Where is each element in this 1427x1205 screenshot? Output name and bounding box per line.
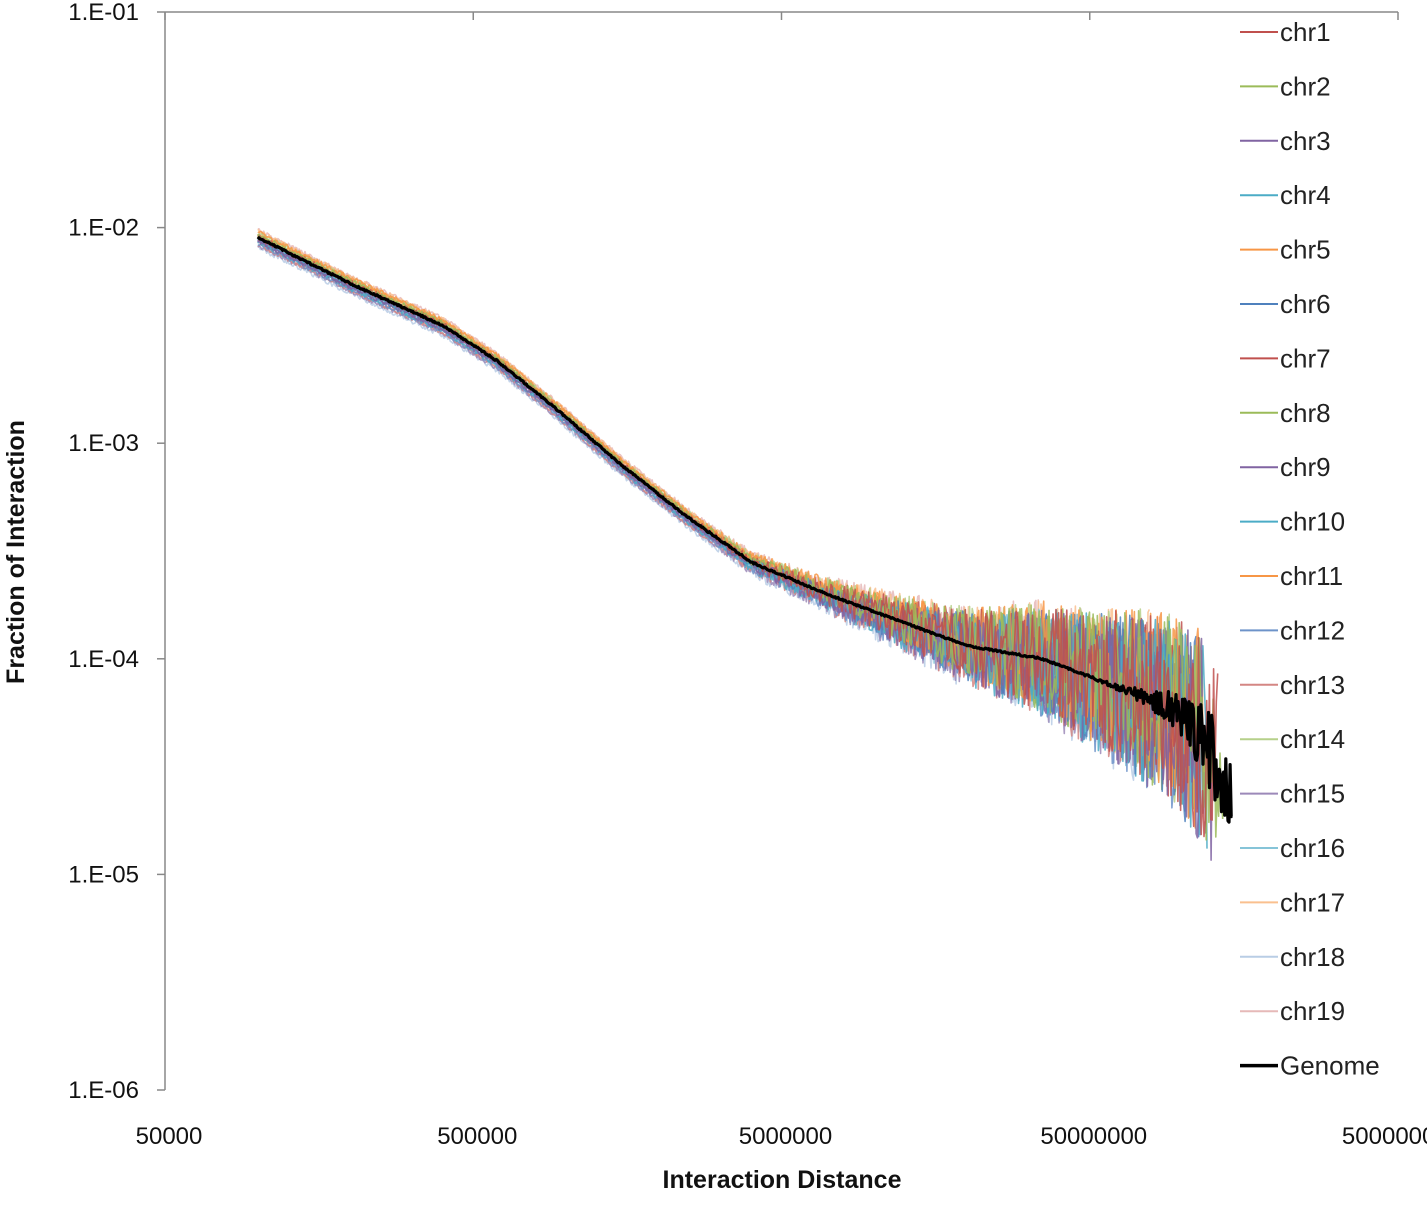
- legend-item-chr16: chr16: [1240, 833, 1345, 863]
- series-line-chr5: [257, 230, 1206, 829]
- x-tick-label: 500000: [437, 1123, 517, 1150]
- legend-item-chr13: chr13: [1240, 670, 1345, 700]
- x-tick-label: 5000000: [739, 1123, 832, 1150]
- legend-label: chr17: [1280, 887, 1345, 917]
- series-line-chr12: [257, 243, 1186, 809]
- series-line-chr18: [257, 245, 1140, 782]
- legend-label: chr6: [1280, 289, 1331, 319]
- x-tick-label: 50000: [136, 1123, 203, 1150]
- legend-label: chr12: [1280, 615, 1345, 645]
- legend-item-chr8: chr8: [1240, 398, 1331, 428]
- y-tick-label: 1.E-03: [68, 430, 139, 457]
- x-tick-label: 500000000: [1342, 1123, 1427, 1150]
- legend-item-chr4: chr4: [1240, 180, 1331, 210]
- legend-label: chr11: [1280, 561, 1343, 591]
- series-line-chr8: [257, 234, 1197, 810]
- legend-label: chr19: [1280, 996, 1345, 1026]
- legend-item-chr5: chr5: [1240, 235, 1331, 265]
- legend-item-chr17: chr17: [1240, 887, 1345, 917]
- legend-label: chr3: [1280, 126, 1331, 156]
- legend-item-chr12: chr12: [1240, 615, 1345, 645]
- legend-label: chr15: [1280, 779, 1345, 809]
- legend-item-chr14: chr14: [1240, 724, 1345, 754]
- series-line-genome: [256, 235, 1233, 824]
- legend-item-chr19: chr19: [1240, 996, 1345, 1026]
- legend-label: chr14: [1280, 724, 1345, 754]
- legend-label: chr9: [1280, 452, 1331, 482]
- y-tick-label: 1.E-01: [68, 0, 139, 26]
- legend-label: chr5: [1280, 235, 1331, 265]
- legend-item-chr9: chr9: [1240, 452, 1331, 482]
- legend-item-chr10: chr10: [1240, 507, 1345, 537]
- series-line-chr9: [257, 239, 1194, 812]
- series-line-chr14: [257, 232, 1178, 803]
- y-tick-label: 1.E-06: [68, 1077, 139, 1104]
- legend-label: chr2: [1280, 71, 1331, 101]
- plot-area: [256, 228, 1233, 861]
- legend-item-chr18: chr18: [1240, 942, 1345, 972]
- legend-label: chr16: [1280, 833, 1345, 863]
- legend-label: chr13: [1280, 670, 1345, 700]
- series-line-chr7: [257, 234, 1199, 828]
- y-axis-title: Fraction of Interaction: [2, 420, 30, 684]
- x-axis-title: Interaction Distance: [663, 1166, 902, 1194]
- legend-item-chr15: chr15: [1240, 779, 1345, 809]
- legend-item-chr11: chr11: [1240, 561, 1343, 591]
- series-line-chr1: [257, 236, 1219, 838]
- legend-label: chr7: [1280, 343, 1331, 373]
- legend: chr1 chr2 chr3 chr4 chr5 chr6 chr7 chr8 chr9 chr1…: [1240, 17, 1380, 1081]
- legend-label: chr18: [1280, 942, 1345, 972]
- series-line-chr2: [257, 233, 1224, 841]
- legend-item-chr7: chr7: [1240, 343, 1331, 373]
- legend-item-chr1: chr1: [1240, 17, 1331, 47]
- legend-label: chr1: [1280, 17, 1331, 47]
- legend-label: chr8: [1280, 398, 1331, 428]
- legend-label: chr4: [1280, 180, 1331, 210]
- legend-item-genome: Genome: [1240, 1051, 1380, 1081]
- legend-label: chr10: [1280, 507, 1345, 537]
- legend-item-chr3: chr3: [1240, 126, 1331, 156]
- legend-item-chr6: chr6: [1240, 289, 1331, 319]
- legend-label: Genome: [1280, 1051, 1380, 1081]
- x-tick-label: 50000000: [1040, 1123, 1147, 1150]
- y-tick-label: 1.E-05: [68, 861, 139, 888]
- y-tick-label: 1.E-04: [68, 646, 139, 673]
- legend-item-chr2: chr2: [1240, 71, 1331, 101]
- axes: 1.E-01 1.E-02 1.E-03 1.E-04 1.E-05 1.E-06 5000…: [68, 0, 1427, 1150]
- y-tick-label: 1.E-02: [68, 215, 139, 242]
